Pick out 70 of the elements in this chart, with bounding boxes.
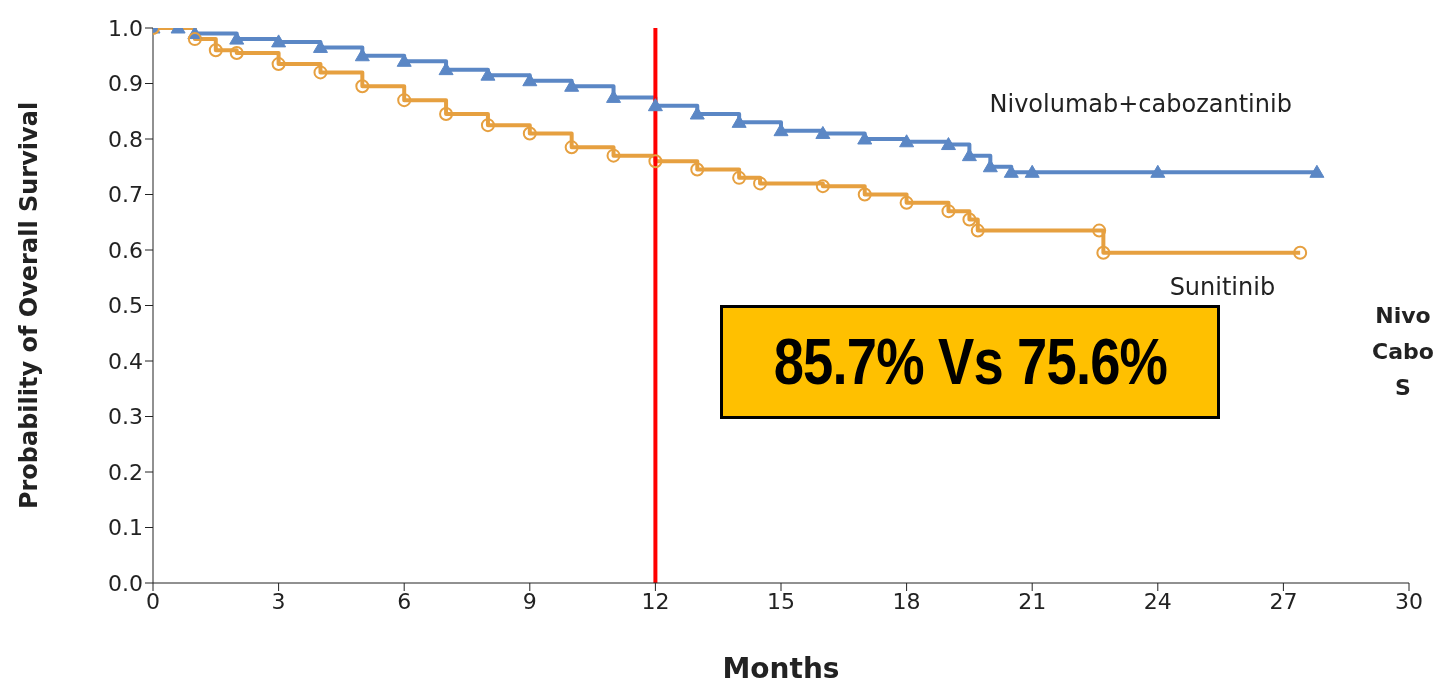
point (355, 79, 370, 94)
point (271, 34, 287, 48)
point (899, 195, 914, 210)
y-tick-label: 0.5 (108, 293, 143, 319)
point (271, 57, 286, 72)
x-tick-label: 15 (767, 588, 795, 614)
x-tick-label: 24 (1143, 588, 1172, 614)
x-tick-label: 21 (1018, 588, 1047, 614)
point (1309, 164, 1325, 178)
point (229, 45, 244, 60)
y-tick-label: 0.7 (108, 182, 143, 208)
x-tick-label: 12 (641, 588, 670, 614)
y-tick-label: 0.0 (108, 570, 143, 596)
point (522, 126, 537, 141)
x-tick-label: 6 (397, 588, 412, 614)
point (187, 32, 202, 47)
x-tick-label: 30 (1395, 588, 1423, 614)
series-label: Nivolumab+cabozantinib (989, 90, 1292, 119)
x-axis-title: Months (722, 652, 840, 685)
point (857, 187, 872, 202)
point (312, 39, 328, 53)
point (647, 98, 663, 112)
point (480, 118, 495, 133)
point (815, 179, 830, 194)
y-tick-label: 0.6 (108, 237, 143, 263)
point (1096, 245, 1111, 260)
point (1024, 164, 1040, 178)
annotation: S (1394, 374, 1412, 402)
y-tick-label: 0.1 (108, 515, 143, 541)
y-tick-label: 0.9 (108, 71, 143, 97)
y-tick-label: 0.2 (108, 459, 143, 485)
point (1293, 245, 1308, 260)
point (480, 67, 496, 81)
x-tick-label: 27 (1269, 588, 1298, 614)
annotation: 85.7% Vs 75.6% (773, 325, 1167, 399)
y-tick-label: 0.8 (108, 126, 143, 152)
point (690, 162, 705, 177)
annotation: Cabo (1371, 338, 1435, 366)
x-tick-label: 3 (271, 588, 286, 614)
x-tick-label: 9 (522, 588, 537, 614)
point (313, 65, 328, 80)
point (753, 176, 768, 191)
point (962, 212, 977, 227)
y-tick-label: 0.3 (108, 404, 143, 430)
point (208, 43, 223, 58)
x-tick-label: 18 (892, 588, 921, 614)
point (354, 48, 370, 62)
series-label: Sunitinib (1169, 272, 1276, 301)
y-tick-label: 0.4 (108, 348, 143, 374)
point (941, 204, 956, 219)
point (982, 159, 998, 173)
point (732, 170, 747, 185)
point (970, 223, 985, 238)
point (439, 107, 454, 122)
point (1150, 164, 1166, 178)
point (606, 148, 621, 163)
point (438, 62, 454, 76)
point (648, 154, 663, 169)
annotation: Nivo (1374, 302, 1432, 330)
point (397, 93, 412, 108)
y-tick-label: 1.0 (108, 15, 143, 41)
point (1092, 223, 1107, 238)
point (899, 134, 915, 148)
point (564, 140, 579, 155)
point (522, 73, 538, 87)
y-axis-title: Probability of Overall Survival (14, 101, 43, 510)
point (961, 148, 977, 162)
point (815, 125, 831, 139)
point (940, 137, 956, 151)
x-tick-label: 0 (146, 588, 160, 614)
